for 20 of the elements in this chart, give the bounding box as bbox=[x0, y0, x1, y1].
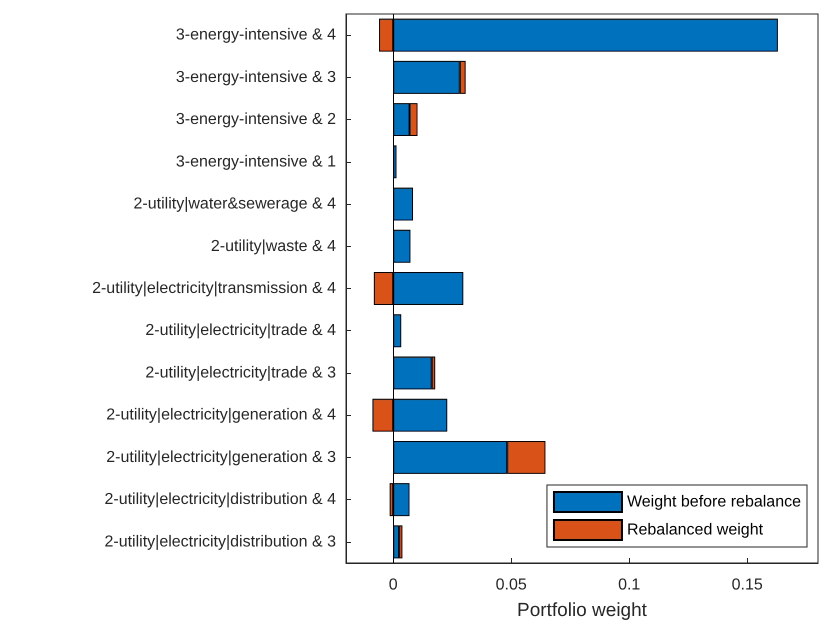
y-tick-label: 3-energy-intensive & 3 bbox=[176, 68, 336, 86]
y-tick-label: 3-energy-intensive & 1 bbox=[176, 153, 336, 170]
y-tick-label: 2-utility|electricity|distribution & 4 bbox=[104, 491, 336, 508]
x-axis-title: Portfolio weight bbox=[517, 600, 648, 621]
y-tick-label: 2-utility|electricity|generation & 4 bbox=[106, 406, 336, 424]
y-tick-label: 2-utility|electricity|trade & 4 bbox=[145, 322, 336, 340]
x-tick-label: 0 bbox=[388, 576, 398, 594]
legend-label: Rebalanced weight bbox=[626, 522, 764, 538]
y-tick-label: 3-energy-intensive & 4 bbox=[176, 26, 336, 44]
x-tick-label: 0.05 bbox=[496, 576, 527, 594]
x-tick-label: 0.1 bbox=[618, 576, 640, 594]
x-tick-label: 0.15 bbox=[732, 576, 763, 594]
y-tick-label: 3-energy-intensive & 2 bbox=[176, 111, 336, 128]
y-tick-label: 2-utility|electricity|transmission & 4 bbox=[92, 280, 336, 297]
y-tick-label: 2-utility|waste & 4 bbox=[210, 238, 336, 255]
legend-label: Weight before rebalance bbox=[626, 494, 802, 510]
y-tick-label: 2-utility|electricity|generation & 3 bbox=[106, 448, 336, 466]
y-tick-label: 2-utility|electricity|distribution & 3 bbox=[104, 533, 336, 550]
y-tick-label: 2-utility|electricity|trade & 3 bbox=[145, 364, 336, 382]
y-tick-label: 2-utility|water&sewerage & 4 bbox=[134, 196, 336, 213]
